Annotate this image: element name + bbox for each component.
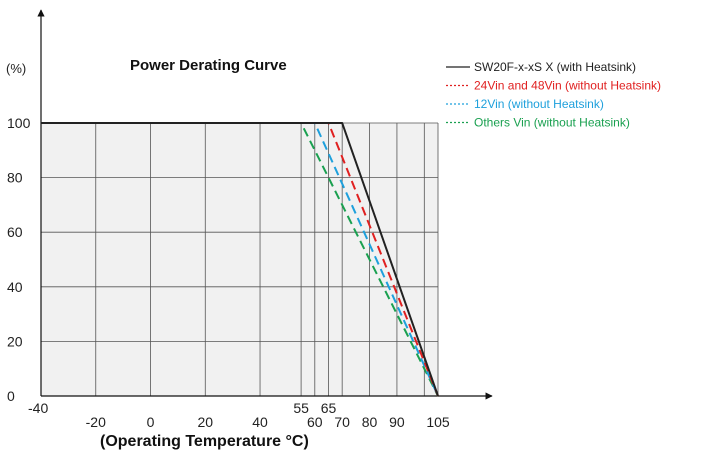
x-tick-label: -20 <box>86 414 106 430</box>
y-tick-label: 0 <box>7 388 15 404</box>
chart-title: Power Derating Curve <box>130 57 287 74</box>
x-tick-label: 40 <box>252 414 268 430</box>
legend-entry: SW20F-x-xS X (with Heatsink) <box>474 60 636 74</box>
x-axis-label: (Operating Temperature °C) <box>100 433 309 450</box>
x-tick-label: 80 <box>362 414 378 430</box>
legend-entry: 12Vin (without Heatsink) <box>474 97 604 111</box>
x-tick-label: -40 <box>28 400 48 416</box>
y-axis-label: (%) <box>6 61 26 76</box>
y-tick-label: 20 <box>7 333 23 349</box>
x-tick-label: 90 <box>389 414 405 430</box>
x-tick-label: 105 <box>426 414 450 430</box>
x-tick-label: 0 <box>147 414 155 430</box>
series-group <box>41 122 439 397</box>
legend-entry: Others Vin (without Heatsink) <box>474 116 630 130</box>
series-line <box>41 122 439 397</box>
x-tick-label: 70 <box>334 414 350 430</box>
y-tick-label: 100 <box>7 115 31 131</box>
y-tick-label: 60 <box>7 224 23 240</box>
axes <box>37 9 493 400</box>
legend-entry: 24Vin and 48Vin (without Heatsink) <box>474 79 661 93</box>
x-tick-label: 65 <box>321 400 337 416</box>
x-tick-label: 55 <box>293 400 309 416</box>
x-tick-label: 20 <box>197 414 213 430</box>
grid-lines <box>41 122 439 396</box>
plot-area <box>41 123 438 396</box>
legend: SW20F-x-xS X (with Heatsink) 24Vin and 48… <box>446 60 661 130</box>
y-tick-label: 40 <box>7 279 23 295</box>
y-tick-label: 80 <box>7 170 23 186</box>
x-tick-label: 60 <box>307 414 323 430</box>
